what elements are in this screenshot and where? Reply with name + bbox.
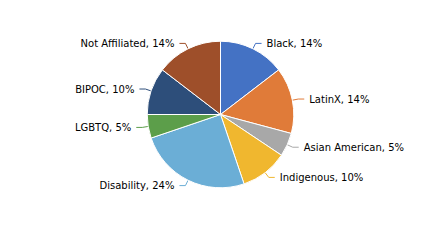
svg-text:Asian American, 5%: Asian American, 5% [304, 142, 404, 153]
svg-text:Not Affiliated, 14%: Not Affiliated, 14% [81, 38, 175, 49]
svg-text:BIPOC, 10%: BIPOC, 10% [75, 84, 134, 95]
svg-text:LatinX, 14%: LatinX, 14% [309, 94, 369, 105]
svg-text:Black, 14%: Black, 14% [267, 38, 323, 49]
svg-text:Disability, 24%: Disability, 24% [100, 180, 175, 191]
svg-text:LGBTQ, 5%: LGBTQ, 5% [75, 122, 131, 133]
svg-text:Indigenous, 10%: Indigenous, 10% [280, 172, 364, 183]
